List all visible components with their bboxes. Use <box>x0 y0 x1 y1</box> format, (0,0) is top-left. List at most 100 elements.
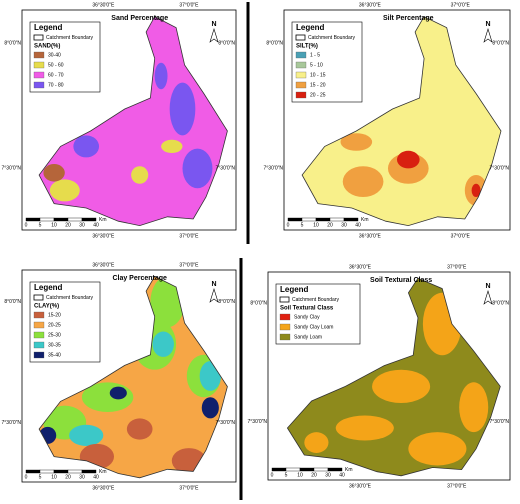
zone <box>342 166 384 198</box>
latitude-label: 8°0'0"N <box>4 40 21 46</box>
legend-heading: Soil Textural Class <box>280 306 334 312</box>
scale-segment <box>67 469 83 474</box>
zone <box>397 150 420 169</box>
scale-segment <box>343 217 359 222</box>
scale-label: 10 <box>297 472 303 478</box>
zone <box>154 62 168 90</box>
zone <box>131 166 149 184</box>
latitude-label: 8°0'0"N <box>266 40 283 46</box>
north-arrow <box>209 287 219 303</box>
scale-unit: Km <box>99 469 107 475</box>
scale-label: 5 <box>39 474 42 480</box>
scale-label: 10 <box>51 474 57 480</box>
legend-label: 5 - 10 <box>310 62 323 68</box>
longitude-label: 36°30'0"E <box>359 2 382 8</box>
longitude-label: 37°0'0"E <box>451 233 471 239</box>
legend-label: 50 - 60 <box>48 62 64 68</box>
map-panel: 36°30'0"E 36°30'0"E 37°0'0"E 37°0'0"E 8°0'0"… <box>264 2 511 239</box>
legend-label: 15 - 20 <box>310 82 326 88</box>
legend-label: 20 - 25 <box>310 92 326 98</box>
scale-segment <box>327 467 343 472</box>
map-panel: 36°30'0"E 36°30'0"E 37°0'0"E 37°0'0"E 8°0'0"… <box>2 2 237 239</box>
scale-unit: Km <box>99 217 107 223</box>
scale-label: 0 <box>271 472 274 478</box>
catchment-boundary <box>301 16 502 227</box>
legend-label: 70 - 80 <box>48 82 64 88</box>
scale-label: 20 <box>65 474 71 480</box>
scale-unit: Km <box>361 217 369 223</box>
latitude-label: 8°0'0"N <box>250 301 267 307</box>
legend-swatch <box>33 321 45 329</box>
longitude-label: 36°30'0"E <box>92 2 115 8</box>
scale-segment <box>53 469 69 474</box>
scale-label: 10 <box>313 222 319 228</box>
legend-swatch <box>279 333 291 341</box>
latitude-label: 7°30'0"N <box>264 166 284 172</box>
north-label: N <box>485 21 490 28</box>
boundary-swatch <box>33 34 44 41</box>
zone <box>109 386 127 400</box>
latitude-label: 7°30'0"N <box>490 419 510 425</box>
longitude-label: 36°30'0"E <box>349 264 372 270</box>
scale-segment <box>53 217 69 222</box>
scale-segment <box>301 217 317 222</box>
scale-segment <box>315 217 331 222</box>
legend-label: 35-40 <box>48 352 61 358</box>
scale-label: 0 <box>25 222 28 228</box>
scale-label: 30 <box>325 472 331 478</box>
scale-label: 40 <box>93 222 99 228</box>
scale-segment <box>25 217 41 222</box>
zone <box>73 135 100 158</box>
scale-segment <box>287 217 303 222</box>
north-arrow <box>209 27 219 43</box>
latitude-label: 7°30'0"N <box>216 166 236 172</box>
scale-label: 0 <box>25 474 28 480</box>
scale-segment <box>271 467 287 472</box>
legend-swatch <box>33 341 45 349</box>
zones <box>340 133 488 206</box>
longitude-label: 37°0'0"E <box>179 262 199 268</box>
north-arrow <box>483 289 493 305</box>
scale-label: 0 <box>287 222 290 228</box>
legend-swatch <box>295 81 307 89</box>
scale-segment <box>285 467 301 472</box>
scale-segment <box>39 469 55 474</box>
map-panel: 36°30'0"E 36°30'0"E 37°0'0"E 37°0'0"E 8°0'0"… <box>2 262 237 491</box>
zone <box>459 382 489 433</box>
legend-label: 30-40 <box>48 52 61 58</box>
scale-segment <box>81 469 97 474</box>
scale-label: 5 <box>301 222 304 228</box>
zone <box>471 183 481 197</box>
zone <box>304 432 329 453</box>
scale-label: 40 <box>93 474 99 480</box>
map-title: Clay Percentage <box>112 275 167 282</box>
north-arrow <box>483 27 493 43</box>
longitude-label: 37°0'0"E <box>451 2 471 8</box>
legend-label: 30-35 <box>48 342 61 348</box>
legend-swatch <box>33 331 45 339</box>
scale-label: 20 <box>65 222 71 228</box>
legend-label: Sandy Clay <box>294 314 320 320</box>
longitude-label: 36°30'0"E <box>359 233 382 239</box>
longitude-label: 37°0'0"E <box>179 485 199 491</box>
north-label: N <box>485 283 490 290</box>
longitude-label: 37°0'0"E <box>179 2 199 8</box>
scale-label: 20 <box>327 222 333 228</box>
legend-label: Catchment Boundary <box>46 295 93 301</box>
north-label: N <box>211 21 216 28</box>
legend-swatch <box>279 323 291 331</box>
legend-swatch <box>33 351 45 359</box>
longitude-label: 36°30'0"E <box>92 485 115 491</box>
legend-title: Legend <box>34 23 63 32</box>
latitude-label: 8°0'0"N <box>218 40 235 46</box>
latitude-label: 7°30'0"N <box>248 419 268 425</box>
zone <box>152 331 174 357</box>
scale-segment <box>299 467 315 472</box>
legend-swatch <box>33 71 45 79</box>
scale-label: 20 <box>311 472 317 478</box>
latitude-label: 8°0'0"N <box>492 40 509 46</box>
latitude-label: 7°30'0"N <box>216 420 236 426</box>
scale-segment <box>81 217 97 222</box>
latitude-label: 7°30'0"N <box>490 166 510 172</box>
legend-swatch <box>279 313 291 321</box>
